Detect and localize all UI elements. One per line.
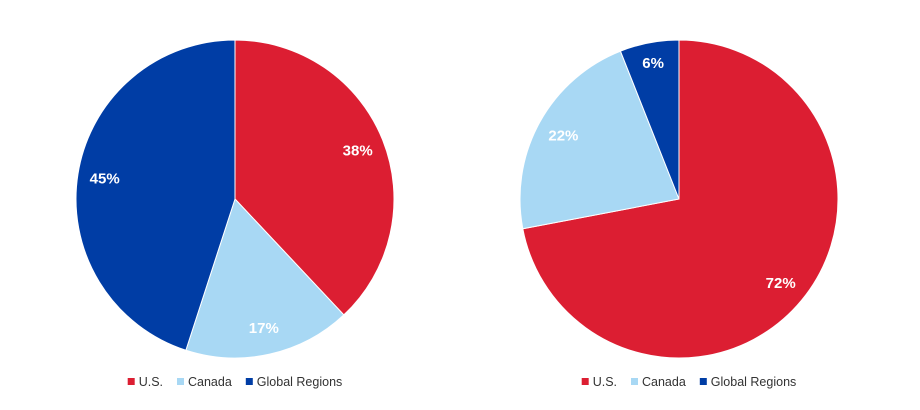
legend-item-canada: Canada	[177, 375, 232, 389]
legend-label-global-regions: Global Regions	[711, 375, 796, 389]
pie-slice-us	[522, 39, 839, 359]
slice-label-us: 72%	[766, 275, 796, 292]
pie-chart-left: 38% 17% 45%	[75, 39, 395, 359]
pie-chart-right: 72% 22% 6%	[519, 39, 839, 359]
legend-swatch-us	[581, 378, 589, 385]
legend-left: U.S. Canada Global Regions	[127, 375, 342, 389]
legend-item-canada: Canada	[631, 375, 686, 389]
legend-label-us: U.S.	[139, 375, 163, 389]
pie-slice-canada	[185, 198, 345, 359]
slice-label-global-regions: 6%	[642, 55, 664, 72]
pie-slice-us	[234, 39, 395, 316]
legend-item-us: U.S.	[581, 375, 617, 389]
legend-item-global-regions: Global Regions	[699, 375, 796, 389]
legend-swatch-canada	[177, 378, 184, 385]
legend-item-global-regions: Global Regions	[245, 375, 342, 389]
slice-label-us: 38%	[343, 142, 373, 159]
slice-label-canada: 17%	[249, 320, 279, 337]
pie-slice-canada	[519, 50, 680, 230]
legend-swatch-us	[127, 378, 135, 385]
pie-slice-global-regions	[619, 39, 680, 200]
legend-right: U.S. Canada Global Regions	[581, 375, 796, 389]
legend-swatch-canada	[631, 378, 638, 385]
legend-item-us: U.S.	[127, 375, 163, 389]
legend-swatch-global-regions	[245, 378, 253, 385]
legend-label-us: U.S.	[593, 375, 617, 389]
legend-label-canada: Canada	[642, 375, 686, 389]
legend-swatch-global-regions	[699, 378, 707, 385]
legend-label-global-regions: Global Regions	[257, 375, 342, 389]
slice-label-global-regions: 45%	[90, 170, 120, 187]
pie-slice-global-regions	[75, 39, 236, 351]
legend-label-canada: Canada	[188, 375, 232, 389]
slice-label-canada: 22%	[548, 127, 578, 144]
